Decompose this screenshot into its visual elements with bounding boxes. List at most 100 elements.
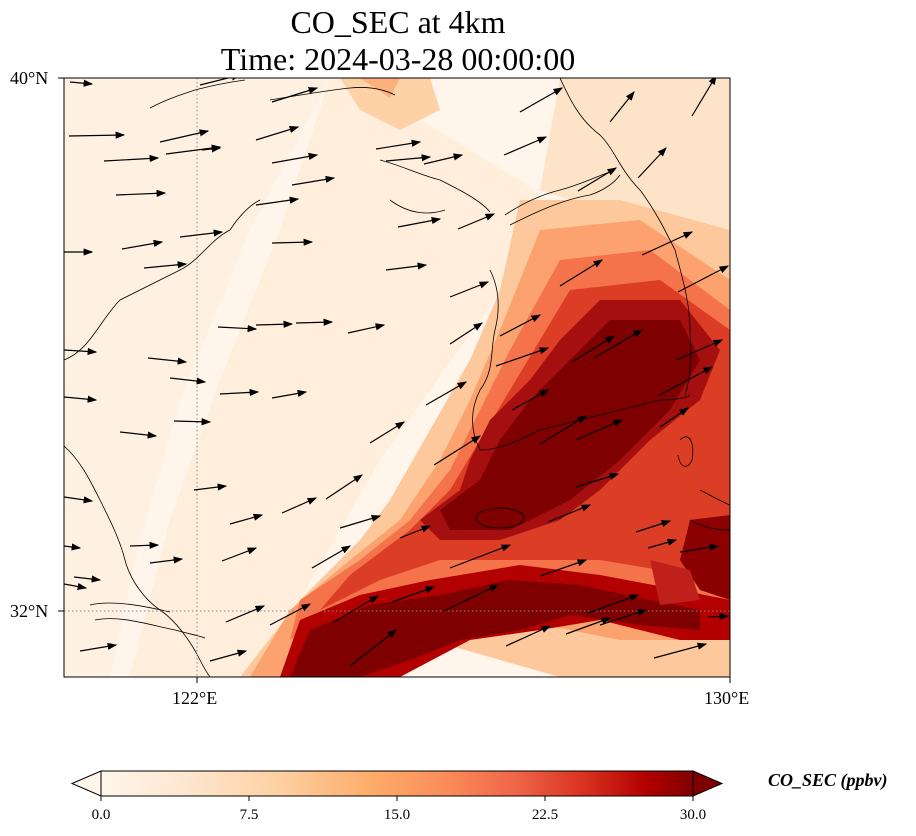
wind-arrow [657, 366, 714, 397]
wind-arrow [675, 339, 724, 361]
lat-tick-label: 40°N [10, 68, 49, 88]
wind-arrow [295, 318, 334, 326]
wind-arrow [115, 189, 167, 197]
wind-arrow [575, 419, 624, 441]
figure-subtitle: Time: 2024-03-28 00:00:00 [220, 41, 576, 77]
wind-arrow [385, 154, 432, 162]
wind-arrow [73, 575, 102, 583]
wind-arrow [677, 265, 730, 293]
wind-arrow [179, 229, 224, 238]
wind-arrow [165, 144, 222, 155]
wind-arrow [375, 139, 422, 150]
wind-arrow [505, 625, 552, 647]
coastline [64, 78, 730, 677]
wind-arrow [391, 586, 436, 603]
wind-arrow [269, 603, 312, 626]
axis-ticks [58, 77, 731, 683]
colorbar-label: CO_SEC (ppbv) [768, 770, 888, 790]
wind-arrow [691, 78, 717, 117]
wind-arrow [503, 136, 548, 156]
wind-arrow [575, 473, 620, 488]
figure-title: CO_SEC at 4km [290, 4, 506, 40]
wind-arrow [423, 153, 464, 165]
wind-arrow [565, 617, 612, 635]
wind-arrow [64, 496, 94, 504]
wind-arrow [679, 543, 720, 553]
wind-arrow [64, 347, 98, 356]
wind-arrow [169, 377, 207, 385]
wind-arrow [641, 231, 694, 256]
lat-tick-label: 32°N [10, 601, 49, 621]
wind-arrow [271, 238, 314, 246]
wind-arrow [457, 213, 496, 230]
wind-arrow [539, 415, 588, 445]
colorbar [70, 770, 724, 801]
wind-arrow [587, 594, 640, 614]
wind-arrow [647, 538, 678, 549]
wind-arrow [425, 381, 468, 406]
wind-arrow [577, 167, 618, 192]
wind-arrow [449, 281, 490, 298]
colorbar-tick-label: 22.5 [531, 807, 559, 823]
wind-arrow [281, 497, 318, 514]
wind-arrow [147, 357, 188, 365]
wind-arrow [443, 584, 500, 612]
wind-arrow [547, 504, 592, 523]
wind-arrow [635, 520, 672, 533]
wind-arrow [225, 605, 266, 623]
wind-arrow [397, 217, 442, 228]
wind-arrow [495, 347, 550, 367]
wind-arrow [339, 514, 382, 529]
wind-arrow [271, 152, 319, 164]
wind-arrow [69, 79, 94, 87]
wind-arrow [255, 320, 294, 328]
wind-arrow [609, 91, 635, 123]
wind-arrow [64, 395, 98, 403]
wind-arrow [593, 329, 644, 359]
wind-arrow [79, 642, 118, 652]
map-frame [63, 77, 731, 678]
wind-arrow [221, 547, 258, 562]
wind-arrow [103, 154, 160, 163]
gridlines [64, 78, 730, 677]
wind-arrow [209, 649, 248, 662]
colorbar-tick-label: 7.5 [239, 807, 259, 823]
wind-arrow [271, 87, 319, 103]
wind-arrow [637, 147, 667, 179]
wind-arrow [255, 126, 300, 141]
wind-arrow [707, 612, 730, 621]
wind-arrow [333, 595, 380, 623]
wind-arrow [143, 261, 188, 269]
wind-arrow [229, 513, 264, 525]
wind-arrow [449, 544, 512, 569]
wind-arrow [399, 525, 432, 539]
wind-arrow [64, 543, 82, 551]
colorbar-tick-label: 30.0 [679, 807, 707, 823]
wind-arrow [511, 389, 550, 411]
wind-arrow [159, 129, 210, 143]
wind-arrow [433, 435, 482, 466]
wind-arrow [255, 196, 300, 206]
concentration-field [64, 78, 730, 677]
wind-arrow [119, 431, 158, 439]
wind-arrow [349, 629, 397, 667]
lon-tick-label: 130°E [704, 688, 750, 708]
wind-arrow [311, 545, 352, 569]
wind-arrow [659, 407, 689, 428]
wind-vectors [64, 78, 730, 667]
wind-arrow [539, 559, 588, 577]
wind-arrow [271, 389, 308, 399]
wind-arrow [64, 582, 88, 591]
colorbar-tick-label: 15.0 [383, 807, 411, 823]
wind-arrow [217, 324, 258, 333]
wind-arrow [201, 145, 222, 153]
wind-arrow [499, 314, 542, 337]
wind-arrow [219, 388, 260, 397]
wind-arrow [68, 131, 126, 139]
lon-tick-label: 122°E [172, 688, 218, 708]
wind-arrow [449, 322, 484, 345]
wind-arrow [347, 323, 386, 334]
wind-arrow [559, 259, 604, 287]
wind-arrow [571, 335, 616, 363]
